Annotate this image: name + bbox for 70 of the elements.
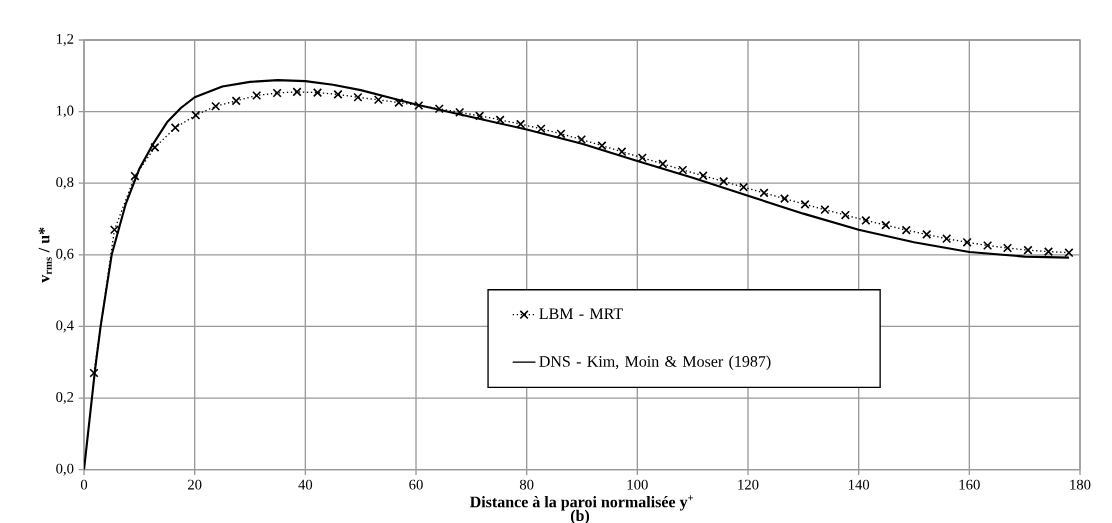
point — [170, 123, 180, 133]
point — [211, 101, 221, 111]
point — [779, 194, 790, 204]
point — [881, 220, 891, 230]
point — [901, 225, 911, 235]
point — [719, 176, 729, 186]
point — [739, 182, 749, 192]
point — [1002, 243, 1013, 253]
point — [820, 205, 830, 215]
point — [597, 141, 607, 151]
x-axis-title: Distance à la paroi normalisée y$^{+}$ — [469, 495, 694, 511]
x-tick-label: 80 — [519, 479, 534, 490]
point — [637, 153, 647, 163]
x-tick-label: 140 — [848, 479, 870, 490]
x-tick-label: 120 — [738, 479, 759, 490]
legend-label: DNS - Kim, Moin & Moser (1987) — [539, 355, 771, 371]
point — [1064, 248, 1074, 258]
point — [252, 90, 262, 101]
point — [373, 95, 383, 105]
point — [1043, 247, 1054, 257]
point — [312, 88, 323, 98]
point — [861, 215, 871, 226]
point — [333, 89, 343, 99]
point — [576, 134, 587, 145]
point — [942, 234, 952, 244]
point — [922, 229, 932, 239]
point — [414, 100, 424, 111]
point — [840, 210, 850, 220]
point — [434, 104, 444, 114]
y-tick-label: 0,2 — [56, 392, 74, 405]
point — [191, 110, 201, 120]
point — [698, 171, 708, 181]
legend-label: LBM - MRT — [539, 308, 623, 319]
y-tick-label: 0,4 — [56, 320, 74, 333]
point — [983, 240, 993, 251]
point — [1023, 245, 1033, 255]
point — [109, 225, 120, 235]
point — [272, 88, 282, 98]
point — [800, 199, 810, 209]
point — [617, 147, 627, 157]
y-tick-label: 1,0 — [56, 105, 74, 118]
y-tick-label: 0,6 — [56, 248, 74, 261]
point — [353, 92, 363, 102]
point — [394, 98, 404, 108]
y-tick-label: 1,2 — [56, 34, 74, 46]
x-tick-label: 100 — [627, 479, 648, 490]
y-tick-label: 0,0 — [56, 463, 74, 476]
point — [962, 237, 972, 247]
point — [556, 129, 566, 139]
point — [536, 124, 546, 134]
point — [89, 368, 99, 378]
point — [455, 107, 465, 117]
x-tick-label: 160 — [959, 479, 980, 490]
point — [658, 159, 668, 169]
point — [495, 115, 505, 125]
point — [475, 111, 485, 121]
x-tick-label: 0 — [80, 479, 88, 490]
x-tick-label: 20 — [187, 479, 202, 490]
point — [150, 142, 160, 152]
point — [292, 87, 302, 97]
point — [516, 119, 526, 129]
point — [130, 171, 140, 181]
x-tick-label: 180 — [1070, 479, 1091, 490]
y-axis-title: v$_{rms}$ / u* — [38, 227, 52, 283]
point — [678, 165, 688, 175]
x-tick-label: 40 — [298, 479, 313, 490]
y-tick-label: 0,8 — [56, 177, 74, 190]
point — [759, 188, 769, 198]
x-tick-label: 60 — [409, 479, 423, 490]
point — [231, 96, 241, 106]
